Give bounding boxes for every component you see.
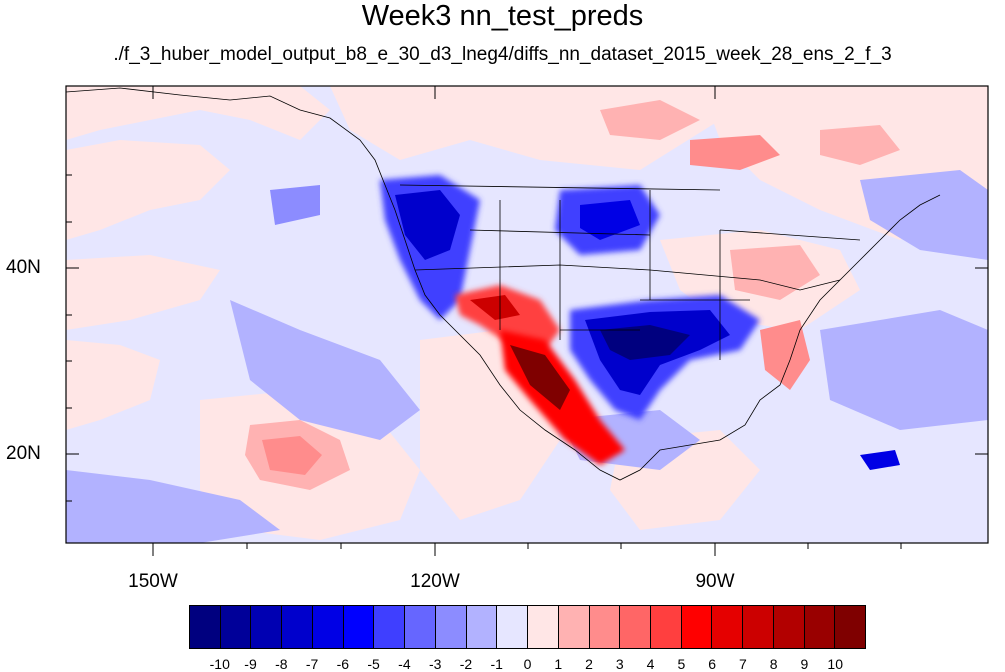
colorbar-tick-label: 3 bbox=[615, 656, 624, 672]
lon-label-150w: 150W bbox=[128, 571, 178, 592]
colorbar-tick-label: 5 bbox=[677, 656, 686, 672]
colorbar-swatch bbox=[804, 606, 836, 648]
colorbar-swatch bbox=[835, 606, 866, 648]
coastlines bbox=[66, 87, 941, 481]
colorbar-swatch bbox=[435, 606, 467, 648]
colorbar-tick-label: -3 bbox=[428, 656, 442, 672]
colorbar-swatches bbox=[189, 605, 866, 649]
lat-label-20n: 20N bbox=[6, 443, 41, 464]
colorbar-swatch bbox=[651, 606, 682, 648]
colorbar-tick-label: -5 bbox=[367, 656, 380, 672]
colorbar-tick-label: -1 bbox=[490, 656, 503, 672]
colorbar-swatch bbox=[405, 606, 436, 648]
map-subtitle: ./f_3_huber_model_output_b8_e_30_d3_lneg… bbox=[113, 44, 892, 65]
colorbar-swatch bbox=[620, 606, 652, 648]
colorbar bbox=[189, 605, 866, 649]
lat-label-40n: 40N bbox=[6, 257, 41, 278]
lon-label-120w: 120W bbox=[410, 571, 460, 592]
colorbar-tick-label: 10 bbox=[827, 656, 843, 672]
colorbar-swatch bbox=[374, 606, 406, 648]
colorbar-tick-label: 0 bbox=[523, 656, 532, 672]
colorbar-swatch bbox=[343, 606, 375, 648]
colorbar-swatch bbox=[220, 606, 252, 648]
colorbar-tick-label: -10 bbox=[209, 656, 230, 672]
colorbar-tick-label: 7 bbox=[739, 656, 747, 672]
colorbar-swatch bbox=[681, 606, 713, 648]
colorbar-swatch bbox=[589, 606, 621, 648]
colorbar-swatch bbox=[312, 606, 344, 648]
colorbar-tick-label: -4 bbox=[398, 656, 411, 672]
colorbar-swatch bbox=[282, 606, 313, 648]
colorbar-tick-label: 9 bbox=[800, 656, 809, 672]
colorbar-swatch bbox=[251, 606, 283, 648]
colorbar-tick-label: 8 bbox=[769, 656, 778, 672]
colorbar-swatch bbox=[497, 606, 529, 648]
colorbar-tick-label: -7 bbox=[305, 656, 319, 672]
colorbar-tick-label: 2 bbox=[585, 656, 593, 672]
colorbar-swatch bbox=[558, 606, 590, 648]
anomaly-field bbox=[66, 86, 988, 543]
colorbar-tick-label: 6 bbox=[708, 656, 717, 672]
map-panel bbox=[65, 85, 989, 556]
lon-label-90w: 90W bbox=[695, 571, 735, 592]
colorbar-swatch bbox=[528, 606, 559, 648]
colorbar-swatch bbox=[190, 606, 221, 648]
axis-ticks bbox=[66, 86, 988, 556]
colorbar-swatch bbox=[466, 606, 498, 648]
colorbar-tick-label: -6 bbox=[336, 656, 350, 672]
colorbar-swatch bbox=[773, 606, 805, 648]
colorbar-tick-label: -2 bbox=[459, 656, 473, 672]
colorbar-tick-label: -9 bbox=[244, 656, 257, 672]
colorbar-swatch bbox=[743, 606, 774, 648]
colorbar-tick-label: 1 bbox=[554, 656, 563, 672]
colorbar-tick-label: -8 bbox=[275, 656, 288, 672]
colorbar-tick-label: 4 bbox=[646, 656, 655, 672]
colorbar-swatch bbox=[712, 606, 744, 648]
map-title: Week3 nn_test_preds bbox=[361, 0, 644, 32]
